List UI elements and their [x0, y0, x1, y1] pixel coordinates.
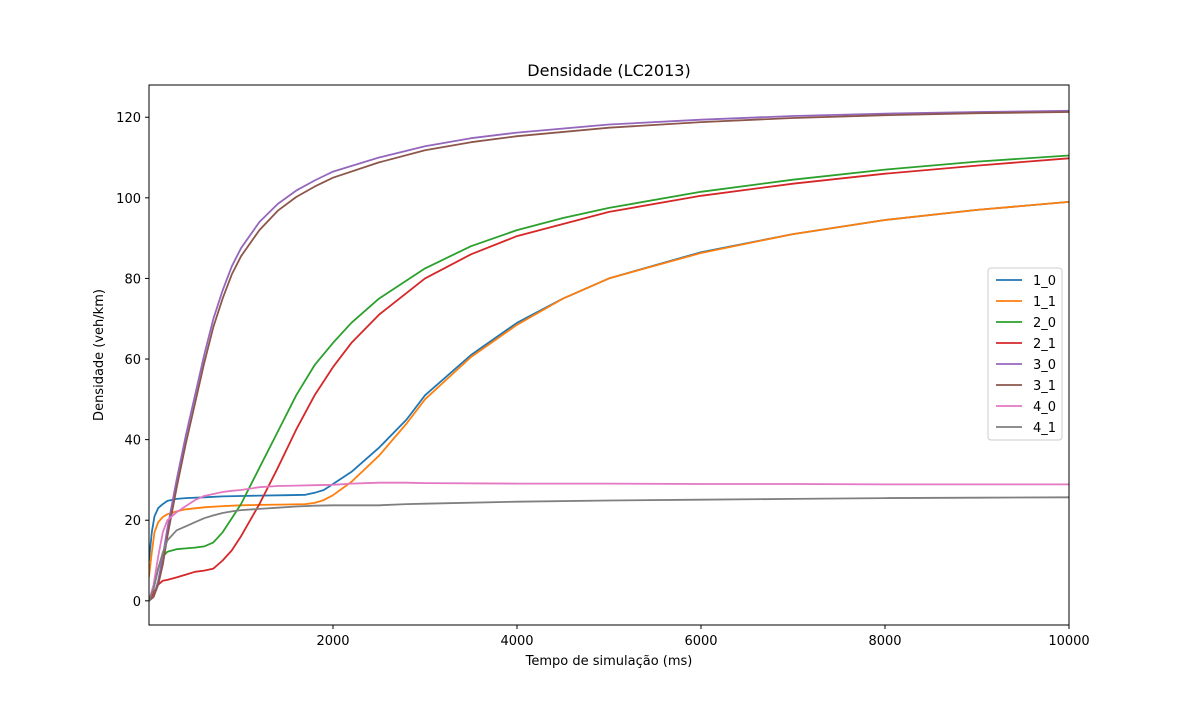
legend-label-2_1: 2_1 [1033, 337, 1056, 352]
y-tick-label: 80 [124, 272, 141, 287]
y-tick-label: 60 [124, 353, 141, 368]
x-axis: 2000 4000 6000 8000 10000 [316, 625, 1090, 649]
x-tick-label: 10000 [1048, 634, 1089, 649]
x-tick-label: 2000 [316, 634, 349, 649]
x-axis-label: Tempo de simulação (ms) [525, 654, 693, 669]
x-tick-label: 4000 [500, 634, 533, 649]
axes-frame [148, 84, 1070, 626]
series-line-1_1 [149, 201, 1069, 578]
legend: 1_0 1_1 2_0 2_1 3_0 3_1 4_0 4_1 [987, 267, 1063, 441]
legend-frame [987, 267, 1063, 441]
chart-title: Densidade (LC2013) [527, 61, 690, 80]
y-tick-label: 20 [124, 514, 141, 529]
y-tick-label: 120 [116, 111, 141, 126]
legend-label-3_0: 3_0 [1033, 358, 1056, 373]
series-line-2_0 [149, 154, 1069, 602]
legend-label-2_0: 2_0 [1033, 316, 1056, 331]
legend-label-4_1: 4_1 [1033, 421, 1056, 436]
legend-label-3_1: 3_1 [1033, 379, 1056, 394]
legend-label-1_1: 1_1 [1033, 295, 1056, 310]
series-line-4_0 [149, 481, 1069, 602]
legend-label-1_0: 1_0 [1033, 274, 1056, 289]
series-group [149, 109, 1069, 602]
y-tick-label: 40 [124, 434, 141, 449]
series-line-4_1 [149, 496, 1069, 602]
y-axis-label: Densidade (veh/km) [92, 289, 107, 421]
y-axis: 0 20 40 60 80 100 120 [116, 111, 149, 610]
series-line-3_0 [149, 109, 1069, 602]
y-tick-label: 0 [133, 595, 141, 610]
x-tick-label: 6000 [684, 634, 717, 649]
plot-area [148, 84, 1070, 626]
series-line-3_1 [149, 111, 1069, 602]
y-tick-label: 100 [116, 192, 141, 207]
series-line-2_1 [149, 157, 1069, 602]
legend-label-4_0: 4_0 [1033, 400, 1056, 415]
x-tick-label: 8000 [868, 634, 901, 649]
